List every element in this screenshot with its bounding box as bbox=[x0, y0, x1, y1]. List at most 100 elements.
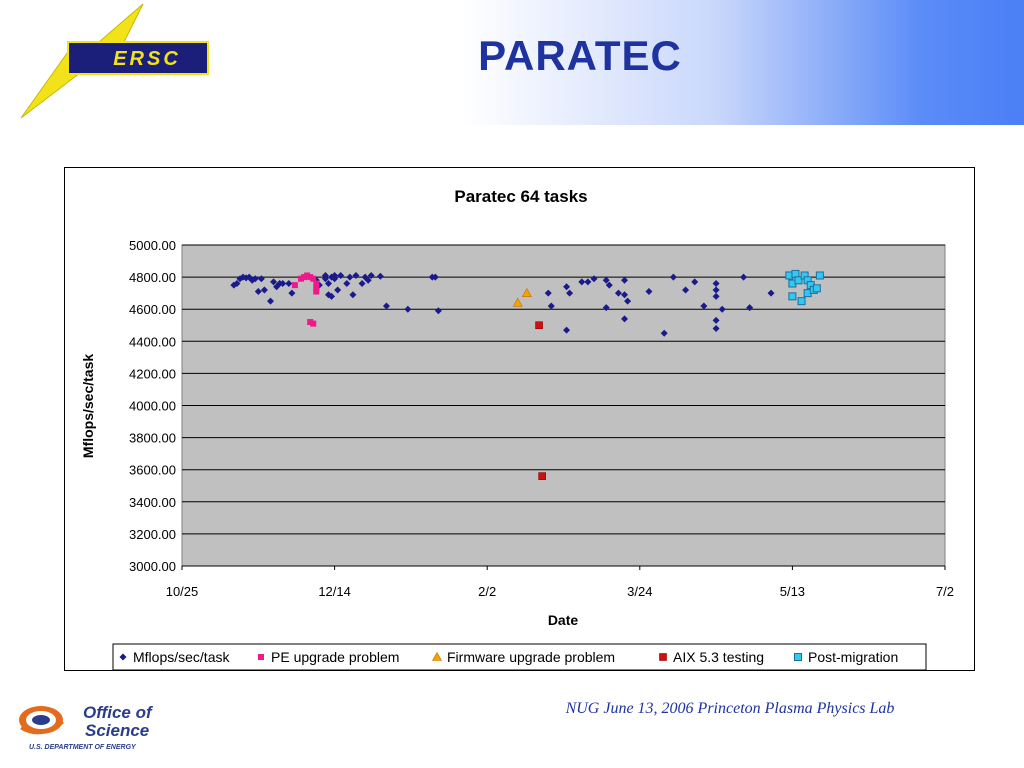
data-point bbox=[307, 319, 314, 326]
data-point bbox=[431, 273, 439, 281]
x-tick-label: 2/2 bbox=[478, 584, 496, 599]
data-points bbox=[230, 269, 824, 480]
y-tick-label: 3000.00 bbox=[129, 559, 176, 574]
data-point bbox=[343, 280, 351, 288]
data-point bbox=[260, 286, 268, 294]
legend-box bbox=[112, 643, 927, 670]
data-point bbox=[584, 278, 592, 286]
data-point bbox=[279, 280, 287, 288]
x-tick-label: 7/2 bbox=[936, 584, 954, 599]
data-point bbox=[566, 289, 574, 297]
data-point bbox=[257, 275, 265, 283]
nersc-logo-box bbox=[67, 41, 209, 75]
data-point bbox=[624, 297, 632, 305]
legend-label: Firmware upgrade problem bbox=[447, 649, 615, 665]
data-point bbox=[321, 271, 329, 279]
legend-label: Mflops/sec/task bbox=[133, 649, 230, 665]
data-point bbox=[352, 271, 360, 279]
data-point bbox=[578, 278, 586, 286]
legend-marker bbox=[431, 651, 443, 661]
legend-marker bbox=[794, 653, 802, 661]
data-point bbox=[324, 291, 332, 299]
data-point bbox=[621, 276, 629, 284]
doe-logo: Office of Science U.S. DEPARTMENT OF ENE… bbox=[19, 703, 154, 751]
nersc-logo-text: ERSC bbox=[113, 48, 181, 70]
data-point bbox=[304, 272, 311, 279]
legend-marker bbox=[659, 653, 667, 661]
x-tick-label: 3/24 bbox=[627, 584, 652, 599]
data-point bbox=[815, 271, 824, 280]
data-point bbox=[602, 276, 610, 284]
data-point bbox=[291, 282, 298, 289]
data-point bbox=[310, 275, 317, 282]
data-point bbox=[712, 324, 720, 332]
data-point bbox=[590, 275, 598, 283]
data-point bbox=[434, 307, 442, 315]
data-point bbox=[298, 275, 305, 282]
data-point bbox=[239, 273, 247, 281]
y-tick-labels: 3000.00 3200.00 3400.00 3600.00 3800.00 4000.… bbox=[129, 238, 176, 574]
x-tick-label: 10/25 bbox=[166, 584, 199, 599]
chart: Paratec 64 tasks 3000.00 3200.00 3400.00 36… bbox=[80, 187, 954, 670]
data-point bbox=[301, 274, 308, 281]
data-point bbox=[521, 288, 532, 297]
data-point bbox=[767, 289, 775, 297]
data-point bbox=[307, 274, 314, 281]
data-point bbox=[346, 273, 354, 281]
data-point bbox=[797, 297, 806, 306]
data-point bbox=[794, 276, 803, 285]
data-point bbox=[364, 276, 372, 284]
nersc-logo: ERSC bbox=[20, 3, 209, 119]
data-point bbox=[691, 278, 699, 286]
data-point bbox=[621, 315, 629, 323]
legend-label: Post-migration bbox=[808, 649, 898, 665]
data-point bbox=[538, 472, 546, 480]
data-point bbox=[669, 273, 677, 281]
data-point bbox=[313, 280, 320, 287]
data-point bbox=[285, 280, 293, 288]
data-point bbox=[313, 285, 320, 292]
y-tick-label: 3400.00 bbox=[129, 495, 176, 510]
y-axis-title: Mflops/sec/task bbox=[80, 354, 96, 458]
y-tick-label: 5000.00 bbox=[129, 238, 176, 253]
y-tick-label: 4000.00 bbox=[129, 399, 176, 414]
data-point bbox=[605, 281, 613, 289]
data-point bbox=[547, 302, 555, 310]
y-tick-label: 3200.00 bbox=[129, 527, 176, 542]
data-point bbox=[334, 286, 342, 294]
footer-text: NUG June 13, 2006 Princeton Plasma Physi… bbox=[565, 700, 895, 717]
data-point bbox=[331, 275, 339, 283]
data-point bbox=[712, 286, 720, 294]
y-tick-label: 4600.00 bbox=[129, 302, 176, 317]
data-point bbox=[382, 302, 390, 310]
data-point bbox=[718, 305, 726, 313]
legend-marker bbox=[258, 654, 264, 660]
data-point bbox=[712, 280, 720, 288]
data-point bbox=[614, 289, 622, 297]
y-tick-label: 3600.00 bbox=[129, 463, 176, 478]
x-axis-title: Date bbox=[548, 612, 579, 628]
data-point bbox=[328, 292, 336, 300]
doe-logo-line2: Science bbox=[85, 721, 149, 740]
data-point bbox=[563, 326, 571, 334]
data-point bbox=[404, 305, 412, 313]
legend-marker bbox=[119, 653, 127, 661]
legend: Mflops/sec/task PE upgrade problem Firmwar… bbox=[119, 649, 898, 665]
data-point bbox=[645, 288, 653, 296]
slide-title: PARATEC bbox=[478, 32, 682, 79]
data-point bbox=[270, 278, 278, 286]
data-point bbox=[254, 288, 262, 296]
x-tick-label: 5/13 bbox=[780, 584, 805, 599]
data-point bbox=[349, 291, 357, 299]
data-point bbox=[358, 280, 366, 288]
data-point bbox=[812, 284, 821, 293]
data-point bbox=[788, 292, 797, 301]
data-point bbox=[740, 273, 748, 281]
data-point bbox=[660, 329, 668, 337]
data-point bbox=[233, 280, 241, 288]
data-point bbox=[288, 289, 296, 297]
y-tick-label: 3800.00 bbox=[129, 431, 176, 446]
x-tick-labels: 10/25 12/14 2/2 3/24 5/13 7/2 bbox=[166, 566, 954, 599]
data-point bbox=[712, 292, 720, 300]
legend-label: PE upgrade problem bbox=[271, 649, 399, 665]
